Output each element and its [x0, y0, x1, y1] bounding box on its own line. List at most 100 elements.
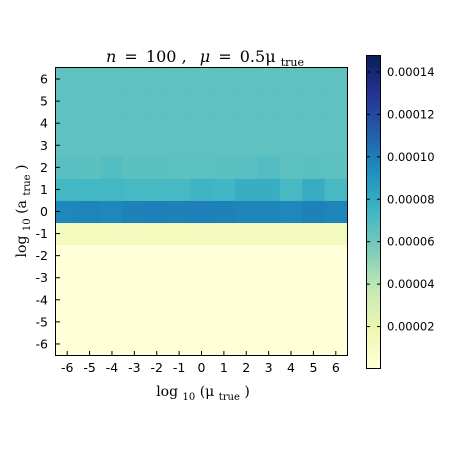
heatmap-cell [235, 288, 258, 312]
heatmap-cell [123, 266, 147, 290]
y-tick-label: 2 [40, 160, 48, 175]
heatmap-cell [302, 266, 326, 290]
heatmap-cell [145, 90, 169, 113]
heatmap-cell [167, 200, 191, 224]
heatmap-cell [212, 310, 236, 334]
heatmap-cell [257, 332, 281, 356]
heatmap-cell [302, 222, 326, 246]
heatmap-cell [324, 244, 348, 268]
heatmap-cell [235, 244, 258, 268]
heatmap-cell [212, 134, 236, 157]
heatmap-cell [145, 310, 169, 334]
heatmap-cell [123, 222, 147, 246]
heatmap-cell [123, 244, 147, 268]
heatmap-cell [190, 332, 214, 356]
heatmap-cell [257, 156, 281, 179]
heatmap-cell [167, 222, 191, 246]
heatmap-cell [78, 90, 102, 113]
heatmap-cell [279, 200, 303, 224]
y-tick-label: -5 [36, 314, 48, 329]
x-tick-label: -1 [173, 360, 185, 375]
y-tick-label: 6 [40, 72, 48, 87]
heatmap-cell [279, 134, 303, 157]
heatmap-cell [235, 200, 258, 224]
heatmap-cell [279, 244, 303, 268]
heatmap-cell [145, 68, 169, 91]
heatmap-cell [257, 178, 281, 201]
y-axis-label: log 10 (a true ) [14, 165, 34, 258]
heatmap-cell [56, 156, 79, 179]
heatmap-cell [212, 156, 236, 179]
heatmap-cell [56, 310, 79, 334]
heatmap-cell [235, 332, 258, 356]
heatmap-cell [100, 68, 124, 91]
colorbar-frame [366, 55, 381, 369]
heatmap-cell [279, 310, 303, 334]
heatmap-cell [78, 178, 102, 201]
heatmap-cell [279, 156, 303, 179]
heatmap-cell [235, 266, 258, 290]
heatmap-cell [235, 310, 258, 334]
heatmap-cell [190, 68, 214, 91]
heatmap-cell [123, 68, 147, 91]
heatmap-cell [257, 244, 281, 268]
x-tick-label: 2 [242, 360, 250, 375]
heatmap-cell [145, 178, 169, 201]
heatmap-cell [302, 332, 326, 356]
heatmap-cell [78, 266, 102, 290]
heatmap-cell [56, 222, 79, 246]
y-tick-label: 4 [40, 116, 48, 131]
heatmap-cells [56, 68, 348, 356]
x-tick-label: -4 [106, 360, 119, 375]
heatmap-cell [235, 68, 258, 91]
heatmap-cell [190, 90, 214, 113]
heatmap-cell [212, 244, 236, 268]
heatmap-cell [56, 200, 79, 224]
heatmap-cell [145, 112, 169, 135]
heatmap-cell [78, 332, 102, 356]
heatmap-cell [235, 134, 258, 157]
heatmap-cell [324, 332, 348, 356]
heatmap-cell [257, 310, 281, 334]
y-tick-label: 5 [40, 94, 48, 109]
heatmap-cell [279, 332, 303, 356]
heatmap-cell [145, 266, 169, 290]
heatmap-cell [56, 90, 79, 113]
heatmap-cell [123, 156, 147, 179]
heatmap-cell [302, 112, 326, 135]
heatmap-cell [123, 200, 147, 224]
x-tick-label: 6 [332, 360, 340, 375]
colorbar-tick-label: 0.00014 [387, 65, 435, 79]
heatmap-cell [123, 288, 147, 312]
x-axis-label: log 10 (μ true ) [156, 384, 250, 404]
x-tick-label: 0 [198, 360, 206, 375]
heatmap-cell [167, 68, 191, 91]
heatmap-cell [324, 288, 348, 312]
heatmap-cell [279, 266, 303, 290]
y-tick-label: -4 [36, 292, 49, 307]
heatmap-cell [257, 90, 281, 113]
heatmap-cell [279, 112, 303, 135]
heatmap-cell [78, 222, 102, 246]
y-tick-label: 1 [40, 182, 48, 197]
heatmap-cell [167, 134, 191, 157]
heatmap-cell [257, 134, 281, 157]
heatmap-cell [56, 288, 79, 312]
colorbar-ticks: 0.00002 0.00004 0.00006 0.00008 0.00010 0.000… [366, 65, 435, 334]
heatmap-cell [279, 90, 303, 113]
y-tick-label: -3 [36, 270, 48, 285]
heatmap-cell [212, 178, 236, 201]
x-tick-label: -6 [61, 360, 74, 375]
heatmap-cell [279, 178, 303, 201]
heatmap-cell [257, 200, 281, 224]
heatmap-cell [167, 310, 191, 334]
heatmap-cell [190, 134, 214, 157]
x-tick-label: 5 [309, 360, 317, 375]
heatmap-cell [302, 310, 326, 334]
heatmap-cell [78, 310, 102, 334]
heatmap-cell [324, 266, 348, 290]
heatmap-cell [78, 200, 102, 224]
heatmap-cell [302, 288, 326, 312]
heatmap-cell [302, 244, 326, 268]
heatmap-cell [212, 112, 236, 135]
